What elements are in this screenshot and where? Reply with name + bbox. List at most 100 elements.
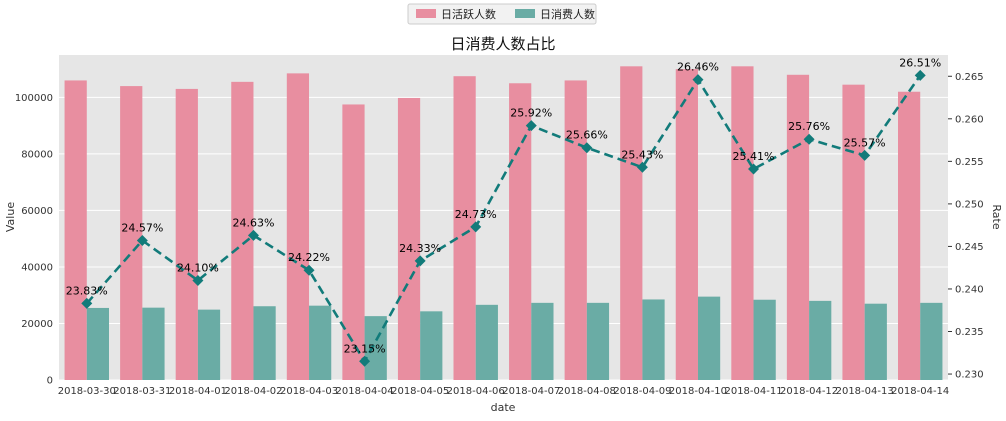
bar-daily-consume xyxy=(364,316,387,380)
rate-data-label: 24.57% xyxy=(121,221,163,234)
bar-daily-consume xyxy=(86,307,110,380)
rate-data-label: 25.43% xyxy=(621,148,663,161)
y-tick-label-left: 80000 xyxy=(21,149,53,160)
bar-daily-consume xyxy=(420,311,443,380)
x-tick-label: 2018-04-11 xyxy=(724,386,782,397)
x-tick-label: 2018-04-02 xyxy=(224,386,282,397)
y-tick-label-right: 0.265 xyxy=(955,72,984,83)
x-tick-label: 2018-04-04 xyxy=(336,386,394,397)
x-tick-label: 2018-04-05 xyxy=(391,386,449,397)
bar-daily-active xyxy=(342,104,365,381)
x-tick-label: 2018-04-12 xyxy=(780,386,838,397)
y-tick-label-left: 0 xyxy=(47,376,53,387)
bar-daily-consume xyxy=(697,296,721,380)
legend-frame xyxy=(407,3,597,25)
bar-daily-consume xyxy=(864,303,887,380)
rate-data-label: 26.46% xyxy=(677,61,719,74)
bar-group xyxy=(64,66,943,381)
y-tick-label-right: 0.250 xyxy=(955,199,984,210)
axes-group: 0 20000 40000 60000 80000 100000 0.230 0.235 0.2… xyxy=(15,72,984,397)
bar-daily-consume xyxy=(531,302,554,380)
rate-data-label: 24.33% xyxy=(399,242,441,255)
legend-label-consume: 日消费人数 xyxy=(540,7,595,21)
y-tick-label-left: 20000 xyxy=(21,319,53,330)
rate-data-label: 25.57% xyxy=(844,136,886,149)
bar-daily-active xyxy=(842,84,865,380)
rate-line-group: 23.83% 24.57% 24.10% 24.63% 24.22% 23.15% 24.3… xyxy=(66,56,941,367)
rate-marker xyxy=(859,149,871,161)
bar-daily-consume xyxy=(309,305,332,380)
x-tick-label: 2018-04-06 xyxy=(447,386,505,397)
y-tick-label-right: 0.230 xyxy=(955,370,984,381)
rate-marker xyxy=(525,120,537,132)
y-tick-label-right: 0.260 xyxy=(955,114,984,125)
x-tick-label: 2018-03-31 xyxy=(113,386,171,397)
bar-daily-consume xyxy=(809,300,832,380)
bar-daily-active xyxy=(564,80,587,380)
bar-daily-active xyxy=(620,66,643,380)
bar-daily-consume xyxy=(586,302,610,380)
bar-daily-active xyxy=(786,74,810,381)
x-tick-label: 2018-04-13 xyxy=(836,386,894,397)
bar-daily-consume xyxy=(642,299,665,380)
x-tick-label: 2018-04-07 xyxy=(502,386,560,397)
x-tick-label: 2018-04-09 xyxy=(613,386,671,397)
rate-marker xyxy=(303,264,315,276)
rate-data-label: 25.66% xyxy=(566,129,608,142)
rate-marker xyxy=(748,163,760,175)
bar-daily-active xyxy=(453,76,476,381)
x-tick-label: 2018-04-08 xyxy=(558,386,616,397)
bar-daily-active xyxy=(231,81,254,380)
y-tick-label-left: 60000 xyxy=(21,206,53,217)
rate-marker xyxy=(581,142,593,154)
legend-swatch-consume xyxy=(515,9,535,18)
rate-marker xyxy=(247,229,259,241)
y-tick-label-right: 0.240 xyxy=(955,284,984,295)
bar-daily-consume xyxy=(753,299,776,380)
rate-line xyxy=(85,74,922,364)
bar-daily-consume xyxy=(253,306,276,380)
rate-data-label: 26.51% xyxy=(899,56,941,69)
legend-label-active: 日活跃人数 xyxy=(441,7,496,21)
rate-data-label: 24.22% xyxy=(288,251,330,264)
bar-daily-active xyxy=(731,66,754,380)
rate-data-label: 24.63% xyxy=(232,216,274,229)
rate-marker xyxy=(359,355,371,367)
x-axis-label: date xyxy=(491,401,516,414)
bar-daily-active xyxy=(675,69,698,380)
rate-data-label: 25.76% xyxy=(788,120,830,133)
rate-marker xyxy=(414,255,426,267)
x-tick-label: 2018-04-03 xyxy=(280,386,338,397)
y-tick-label-left: 100000 xyxy=(15,93,53,104)
rate-data-label: 24.10% xyxy=(177,261,219,274)
legend-swatch-active xyxy=(416,9,436,18)
rate-marker xyxy=(136,234,148,246)
bar-daily-active xyxy=(509,83,532,381)
x-tick-label: 2018-04-10 xyxy=(669,386,727,397)
rate-data-label: 23.83% xyxy=(66,284,108,297)
rate-marker xyxy=(81,297,93,309)
y-tick-label-right: 0.245 xyxy=(955,242,984,253)
rate-marker xyxy=(914,69,926,81)
bar-daily-consume xyxy=(475,304,498,380)
y-axis-label-right: Rate xyxy=(990,204,1003,229)
y-tick-label-left: 40000 xyxy=(21,262,53,273)
rate-data-label: 25.92% xyxy=(510,107,552,120)
rate-marker xyxy=(803,133,815,145)
rate-data-label: 24.73% xyxy=(455,208,497,221)
bar-daily-active xyxy=(175,88,198,381)
rate-marker xyxy=(470,221,482,233)
y-tick-label-right: 0.235 xyxy=(955,327,984,338)
rate-data-label: 23.15% xyxy=(344,342,386,355)
bar-daily-active xyxy=(64,80,87,380)
x-tick-label: 2018-04-01 xyxy=(169,386,227,397)
bar-daily-consume xyxy=(920,302,943,380)
bar-daily-active xyxy=(120,86,143,380)
bar-daily-active xyxy=(286,73,310,380)
bar-daily-active xyxy=(397,97,421,381)
rate-marker xyxy=(192,274,204,286)
x-tick-label: 2018-03-30 xyxy=(58,386,116,397)
bar-daily-consume xyxy=(142,307,165,380)
bar-daily-active xyxy=(897,91,921,380)
